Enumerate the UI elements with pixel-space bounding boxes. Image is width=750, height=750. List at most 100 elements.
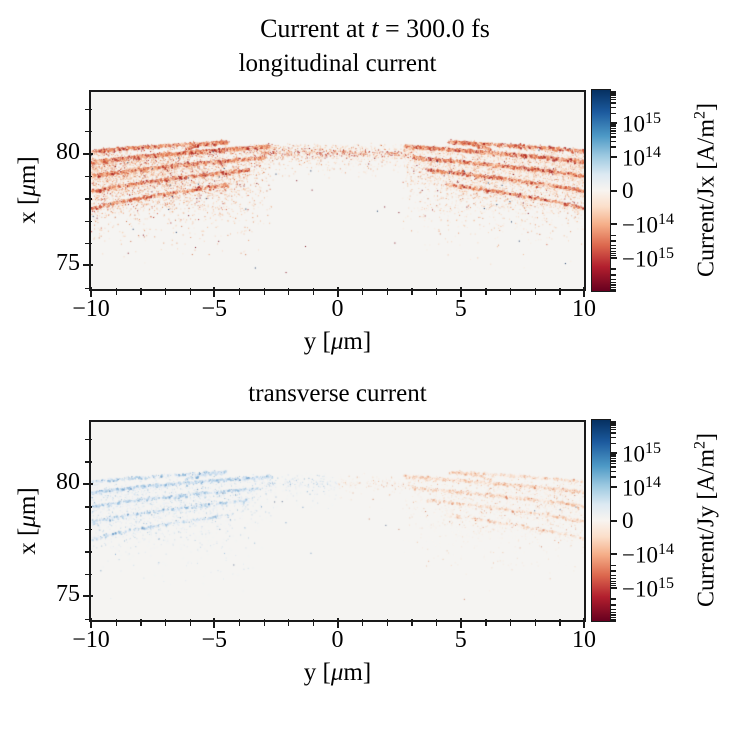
- colorbar-minor-tick: [611, 90, 616, 92]
- x-minor-tick: [510, 619, 512, 626]
- x-minor-tick: [115, 619, 117, 626]
- colorbar-minor-tick: [611, 580, 616, 582]
- xaxis-label-longitudinal: y [μm]: [303, 328, 372, 355]
- colorbar-minor-tick: [611, 256, 616, 258]
- x-major-tick: [583, 287, 585, 297]
- y-major-tick: [83, 482, 93, 485]
- colorbar-minor-tick: [611, 254, 616, 257]
- colorbar-minor-tick: [611, 604, 616, 606]
- colorbar-minor-tick: [611, 466, 616, 468]
- colorbar-minor-tick: [611, 574, 616, 576]
- x-minor-tick: [436, 288, 438, 295]
- colorbar-tick-label: 1015: [622, 109, 661, 137]
- colorbar-major-tick: [611, 121, 617, 124]
- colorbar-longitudinal: [591, 89, 611, 292]
- colorbar-minor-tick: [611, 454, 616, 456]
- colorbar-minor-tick: [611, 442, 616, 444]
- colorbar-minor-tick: [611, 288, 616, 291]
- x-tick-label: 5: [454, 627, 467, 653]
- colorbar-minor-tick: [611, 422, 616, 424]
- colorbar-minor-tick: [611, 136, 616, 138]
- figure-title-text: Current at: [260, 14, 372, 43]
- x-minor-tick: [386, 288, 389, 295]
- colorbar-minor-tick: [611, 234, 616, 236]
- figure-title-var: t: [371, 14, 379, 43]
- panel-title-transverse: transverse current: [248, 380, 427, 407]
- heatmap-transverse: [91, 422, 584, 620]
- colorbar-minor-tick: [611, 432, 616, 434]
- x-minor-tick: [164, 619, 167, 626]
- y-major-tick: [83, 595, 93, 598]
- x-tick-label: 0: [331, 627, 344, 653]
- y-minor-tick: [85, 175, 92, 178]
- colorbar-minor-tick: [611, 429, 616, 431]
- x-minor-tick: [411, 619, 413, 626]
- x-tick-label: −10: [72, 627, 110, 653]
- colorbar-minor-tick: [611, 92, 616, 94]
- colorbar-minor-tick: [611, 290, 616, 292]
- colorbar-minor-tick: [611, 564, 616, 566]
- x-major-tick: [336, 618, 339, 628]
- colorbar-major-tick: [611, 587, 617, 590]
- colorbar-minor-tick: [611, 463, 616, 465]
- colorbar-minor-tick: [611, 614, 616, 616]
- colorbar-minor-tick: [611, 112, 616, 114]
- colorbar-minor-tick: [611, 424, 616, 426]
- colorbar-minor-tick: [611, 458, 616, 460]
- x-minor-tick: [189, 619, 191, 626]
- y-minor-tick: [85, 506, 92, 508]
- colorbar-tick-label: −1014: [622, 541, 674, 568]
- y-minor-tick: [85, 198, 92, 200]
- colorbar-tick-label: −1015: [622, 245, 674, 272]
- colorbar-minor-tick: [611, 611, 616, 614]
- x-major-tick: [583, 618, 585, 628]
- colorbar-transverse: [591, 419, 611, 622]
- colorbar-major-tick: [611, 451, 617, 454]
- x-major-tick: [213, 618, 216, 628]
- x-major-tick: [336, 287, 339, 297]
- colorbar-minor-tick: [611, 281, 616, 284]
- colorbar-minor-tick: [611, 99, 616, 101]
- y-major-tick: [83, 152, 93, 155]
- y-minor-tick: [85, 131, 92, 133]
- colorbar-minor-tick: [611, 584, 616, 587]
- yaxis-label-longitudinal: x [μm]: [14, 156, 41, 224]
- x-minor-tick: [140, 619, 142, 626]
- x-major-tick: [213, 287, 216, 297]
- colorbar-tick-label: −1014: [622, 211, 674, 238]
- colorbar-minor-tick: [611, 274, 616, 276]
- colorbar-minor-tick: [611, 618, 616, 621]
- x-minor-tick: [140, 288, 142, 295]
- colorbar-major-tick: [611, 553, 617, 556]
- colorbar-tick-label: 0: [622, 177, 634, 203]
- x-minor-tick: [312, 619, 315, 626]
- y-tick-label: 75: [56, 581, 80, 608]
- y-major-tick: [83, 264, 93, 267]
- x-major-tick: [459, 618, 462, 628]
- xaxis-label-transverse: y [μm]: [303, 659, 372, 686]
- colorbar-minor-tick: [611, 96, 616, 98]
- y-minor-tick: [85, 551, 92, 553]
- x-tick-label: 5: [454, 296, 467, 322]
- x-minor-tick: [534, 288, 536, 295]
- colorbar-label-jx: Current/Jx [A/m2]: [691, 103, 720, 277]
- colorbar-major-tick: [611, 189, 617, 192]
- y-minor-tick: [85, 438, 92, 441]
- colorbar-minor-tick: [611, 124, 616, 126]
- yaxis-label-transverse: x [μm]: [14, 487, 41, 555]
- x-tick-label: −5: [201, 296, 228, 322]
- x-minor-tick: [288, 619, 290, 626]
- colorbar-label-jy: Current/Jy [A/m2]: [691, 433, 720, 607]
- colorbar-major-tick: [611, 155, 617, 158]
- colorbar-major-tick: [611, 257, 617, 260]
- y-minor-tick: [85, 287, 92, 290]
- colorbar-minor-tick: [611, 570, 616, 572]
- colorbar-minor-tick: [611, 130, 616, 132]
- colorbar-minor-tick: [611, 102, 616, 104]
- colorbar-minor-tick: [611, 456, 616, 458]
- x-minor-tick: [189, 288, 191, 295]
- x-minor-tick: [312, 288, 315, 295]
- colorbar-major-tick: [611, 223, 617, 226]
- colorbar-minor-tick: [611, 106, 616, 108]
- colorbar-minor-tick: [611, 278, 616, 280]
